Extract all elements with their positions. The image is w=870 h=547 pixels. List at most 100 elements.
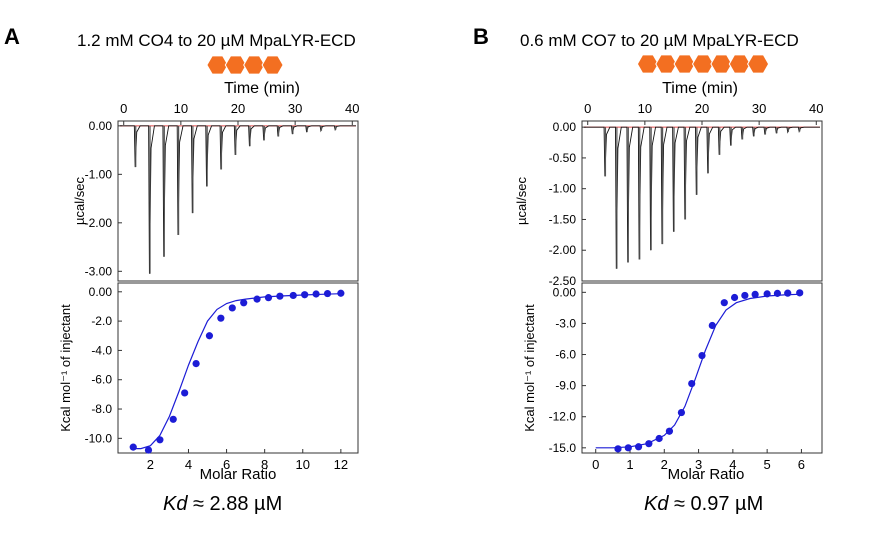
top-xlabel: Time (min): [224, 80, 300, 97]
bottom-xtick-label: 4: [185, 457, 192, 472]
kd-symbol: Kd: [644, 493, 669, 515]
data-point: [228, 304, 236, 312]
bottom-ytick-label: -9.0: [555, 379, 576, 393]
top-ytick-label: -2.50: [549, 274, 577, 288]
bottom-xlabel: Molar Ratio: [668, 466, 745, 483]
bottom-ytick-label: -8.0: [91, 402, 112, 416]
panel-letter-a: A: [4, 24, 20, 49]
data-point: [156, 436, 164, 444]
bottom-ytick-label: 0.00: [553, 285, 577, 299]
bottom-ylabel: Kcal mol⁻¹ of injectant: [58, 304, 73, 432]
top-xlabel: Time (min): [662, 80, 738, 97]
bottom-plot-frame: [581, 282, 823, 454]
data-point: [312, 290, 320, 298]
data-point: [665, 427, 674, 435]
top-xtick-label: 0: [120, 101, 127, 116]
top-ytick-label: -2.00: [549, 243, 577, 257]
top-ytick-label: 0.00: [553, 120, 577, 134]
top-xtick-label: 20: [231, 101, 245, 116]
data-point: [301, 291, 309, 299]
data-point: [741, 291, 749, 300]
bottom-ytick-label: -2.0: [91, 314, 112, 328]
data-point: [720, 299, 728, 307]
top-xtick-label: 0: [584, 101, 591, 116]
data-point: [698, 351, 706, 360]
bottom-ylabel: Kcal mol⁻¹ of injectant: [522, 304, 537, 432]
raw-heat-trace: [584, 126, 820, 269]
data-point: [264, 294, 273, 302]
bottom-xlabel: Molar Ratio: [200, 466, 277, 483]
data-point: [655, 434, 663, 443]
data-point: [337, 289, 345, 297]
data-point: [708, 321, 716, 330]
top-ytick-label: 0.00: [89, 119, 113, 133]
data-point: [144, 446, 153, 454]
data-point: [614, 445, 622, 453]
top-xtick-label: 20: [695, 101, 709, 116]
panel-a-title: 1.2 mM CO4 to 20 µM MpaLYR-ECD: [77, 31, 356, 50]
bottom-xtick-label: 8: [261, 457, 268, 472]
hexagon-icon-3: [691, 54, 715, 74]
hexagon-icon-0: [206, 55, 229, 75]
bottom-xtick-label: 12: [334, 457, 348, 472]
data-point: [181, 389, 189, 397]
data-point: [240, 299, 248, 307]
data-point: [205, 332, 214, 340]
panel-b-kd: Kd ≈ 0.97 µM: [644, 493, 763, 516]
kd-symbol: Kd: [163, 493, 188, 515]
bottom-ytick-label: -3.0: [555, 316, 576, 330]
bottom-xtick-label: 5: [764, 457, 771, 472]
data-point: [677, 408, 686, 417]
bottom-ytick-label: -6.0: [555, 348, 576, 362]
panel-letter-b: B: [473, 24, 489, 49]
bottom-ytick-label: -6.0: [91, 373, 112, 387]
data-point: [276, 292, 284, 300]
top-xtick-label: 10: [174, 101, 188, 116]
top-ytick-label: -1.00: [549, 182, 577, 196]
top-ytick-label: -3.00: [85, 264, 113, 278]
bottom-ytick-label: -12.0: [549, 410, 577, 424]
panel-a-kd: Kd ≈ 2.88 µM: [163, 493, 282, 516]
bottom-ytick-label: -10.0: [85, 431, 113, 445]
hexagon-icon-1: [224, 55, 247, 75]
data-point: [751, 290, 759, 299]
kd-value: ≈ 0.97 µM: [668, 493, 764, 515]
data-point: [129, 443, 137, 451]
bottom-xtick-label: 3: [695, 457, 702, 472]
panel-b-title: 0.6 mM CO7 to 20 µM MpaLYR-ECD: [520, 31, 799, 50]
hexagon-icon-4: [710, 54, 733, 74]
data-point: [688, 379, 696, 388]
hexagon-icon-0: [636, 54, 659, 74]
top-ylabel: µcal/sec: [514, 177, 529, 225]
data-point: [289, 291, 297, 300]
data-point: [217, 314, 225, 322]
bottom-xtick-label: 4: [729, 457, 736, 472]
data-point: [323, 289, 332, 298]
data-point: [730, 293, 739, 302]
bottom-xtick-label: 2: [147, 457, 154, 472]
bottom-xtick-label: 6: [798, 457, 805, 472]
bottom-ytick-label: -15.0: [549, 441, 577, 455]
top-ytick-label: -0.50: [549, 151, 577, 165]
hexagon-icon-2: [243, 55, 266, 75]
top-xtick-label: 30: [752, 101, 766, 116]
top-xtick-label: 30: [288, 101, 302, 116]
data-point: [624, 444, 632, 452]
data-point: [784, 289, 792, 297]
bottom-xtick-label: 0: [592, 457, 599, 472]
top-ytick-label: -1.50: [549, 212, 577, 226]
data-point: [169, 415, 177, 423]
bottom-xtick-label: 10: [296, 457, 310, 472]
hexagon-icon-6: [747, 54, 770, 74]
top-plot-frame: [117, 120, 359, 282]
top-xtick-label: 10: [638, 101, 652, 116]
bottom-ytick-label: -4.0: [91, 343, 112, 357]
hexagon-icon-1: [655, 54, 678, 74]
data-point: [796, 289, 804, 297]
hexagon-icon-3: [261, 55, 284, 75]
top-plot-frame: [581, 120, 823, 282]
top-ylabel: µcal/sec: [72, 177, 87, 225]
bottom-xtick-label: 6: [223, 457, 230, 472]
